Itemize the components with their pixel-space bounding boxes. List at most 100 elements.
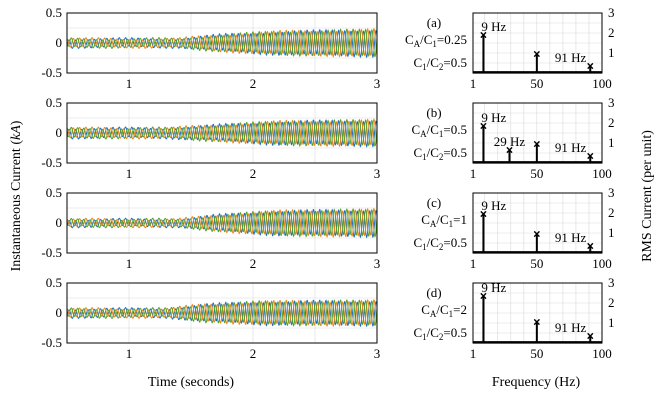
y-tick-label: 1: [608, 135, 615, 150]
waveform-phase-b: [66, 207, 378, 239]
x-tick-label: 100: [592, 76, 612, 91]
waveform-phase-a: [66, 28, 378, 59]
capacitance-ratio: C1/C2=0.5: [413, 55, 467, 72]
y-tick-label: 0.5: [46, 275, 62, 290]
y-tick-label: 0: [56, 305, 63, 320]
y-tick-label: -0.5: [41, 155, 62, 170]
y-tick-label: 3: [608, 275, 615, 290]
capacitance-ratio: CA/C1=0.25: [405, 32, 467, 49]
freq-panel-a: 9 Hz 91 Hz 1 2 3 1 50 100 (a) CA/C1=0.25 C1/C2=0.5: [405, 5, 615, 91]
y-tick-label: 2: [608, 25, 615, 40]
axes-frame: [472, 12, 603, 74]
capacitance-ratio: C1/C2=0.5: [413, 325, 467, 342]
peak-label: 9 Hz: [481, 280, 506, 295]
panel-label: (d): [426, 285, 441, 300]
peak-label: 29 Hz: [494, 134, 526, 149]
waveform-phase-a: [66, 299, 378, 328]
left-y-axis-label: Instantaneous Current (kA): [9, 120, 24, 271]
x-tick-label: 100: [592, 346, 612, 361]
capacitance-ratio: CA/C1=1: [421, 212, 467, 229]
y-tick-label: 0.5: [46, 5, 62, 20]
peak-marker: [533, 50, 540, 58]
x-tick-label: 1: [126, 346, 133, 361]
right-x-axis-label: Frequency (Hz): [492, 375, 581, 390]
waveform-phase-b: [66, 27, 378, 58]
peak-marker: [533, 230, 540, 238]
x-tick-label: 1: [126, 166, 133, 181]
peak-marker: [587, 242, 594, 250]
x-tick-label: 3: [374, 76, 381, 91]
waveform-phase-c: [66, 28, 378, 58]
axes-frame: [66, 12, 378, 74]
x-tick-label: 2: [250, 166, 257, 181]
x-tick-label: 3: [374, 166, 381, 181]
time-domain-panels: 0.5 0 -0.5 1 2 3 0.5 0 -0.5 1 2 3 0.5 0 -0.5 1 2 3 0.5 0 -0.…: [41, 5, 380, 361]
waveform-phase-b: [66, 298, 378, 328]
panel-label: (b): [426, 105, 441, 120]
y-tick-label: 0: [56, 215, 63, 230]
x-tick-label: 100: [592, 256, 612, 271]
x-tick-label: 1: [126, 76, 133, 91]
y-tick-label: 0: [56, 125, 63, 140]
left-x-axis-label: Time (seconds): [148, 375, 235, 390]
freq-panel-c: 9 Hz 91 Hz 1 2 3 1 50 100 (c) CA/C1=1 C1/C2=0.5: [413, 185, 614, 271]
y-tick-label: 2: [608, 205, 615, 220]
waveform-phase-c: [66, 118, 378, 147]
axes-frame: [66, 282, 378, 344]
peak-marker: [587, 332, 594, 340]
peak-label: 91 Hz: [555, 140, 587, 155]
y-tick-label: 1: [608, 225, 615, 240]
y-tick-label: 2: [608, 295, 615, 310]
x-tick-label: 2: [250, 76, 257, 91]
peak-marker: [480, 210, 487, 218]
x-tick-label: 1: [470, 346, 477, 361]
y-tick-label: 0.5: [46, 95, 62, 110]
x-tick-label: 1: [470, 166, 477, 181]
x-tick-label: 2: [250, 346, 257, 361]
peak-marker: [533, 140, 540, 148]
y-tick-label: 0.5: [46, 185, 62, 200]
waveform-phase-c: [66, 299, 378, 327]
peak-label: 91 Hz: [555, 320, 587, 335]
x-tick-label: 3: [374, 256, 381, 271]
peak-label: 9 Hz: [481, 19, 506, 34]
freq-panel-d: 9 Hz 91 Hz 1 2 3 1 50 100 (d) CA/C1=2 C1/C2=0.5: [413, 275, 614, 361]
capacitance-ratio: CA/C1=0.5: [411, 122, 467, 139]
x-tick-label: 50: [530, 166, 543, 181]
y-tick-label: 3: [608, 5, 615, 20]
x-tick-label: 50: [530, 346, 543, 361]
axes-frame: [472, 282, 603, 344]
x-tick-label: 1: [126, 256, 133, 271]
x-tick-label: 2: [250, 256, 257, 271]
time-panel-b: 0.5 0 -0.5 1 2 3: [41, 95, 380, 181]
waveform-phase-a: [66, 119, 378, 148]
peak-label: 91 Hz: [555, 230, 587, 245]
y-tick-label: 2: [608, 115, 615, 130]
axes-frame: [66, 192, 378, 254]
frequency-spectrum-panels: 9 Hz 91 Hz 1 2 3 1 50 100 (a) CA/C1=0.25 C1/C2=0.5…: [405, 5, 615, 361]
time-panel-d: 0.5 0 -0.5 1 2 3: [41, 275, 380, 361]
waveform-phase-c: [66, 208, 378, 238]
y-tick-label: 1: [608, 45, 615, 60]
x-tick-label: 1: [470, 76, 477, 91]
y-tick-label: -0.5: [41, 65, 62, 80]
x-tick-label: 50: [530, 256, 543, 271]
y-tick-label: 1: [608, 315, 615, 330]
x-tick-label: 50: [530, 76, 543, 91]
axes-frame: [472, 102, 603, 164]
y-tick-label: 0: [56, 35, 63, 50]
peak-marker: [506, 146, 513, 154]
waveform-phase-a: [66, 208, 378, 239]
axes-frame: [66, 102, 378, 164]
waveform-phase-b: [66, 118, 378, 148]
time-panel-a: 0.5 0 -0.5 1 2 3: [41, 5, 380, 91]
capacitance-ratio: C1/C2=0.5: [413, 145, 467, 162]
x-tick-label: 1: [470, 256, 477, 271]
peak-label: 91 Hz: [555, 50, 587, 65]
x-tick-label: 100: [592, 166, 612, 181]
y-tick-label: -0.5: [41, 245, 62, 260]
right-y-axis-label: RMS Current (per unit): [640, 130, 655, 262]
peak-marker: [480, 122, 487, 130]
x-tick-label: 3: [374, 346, 381, 361]
